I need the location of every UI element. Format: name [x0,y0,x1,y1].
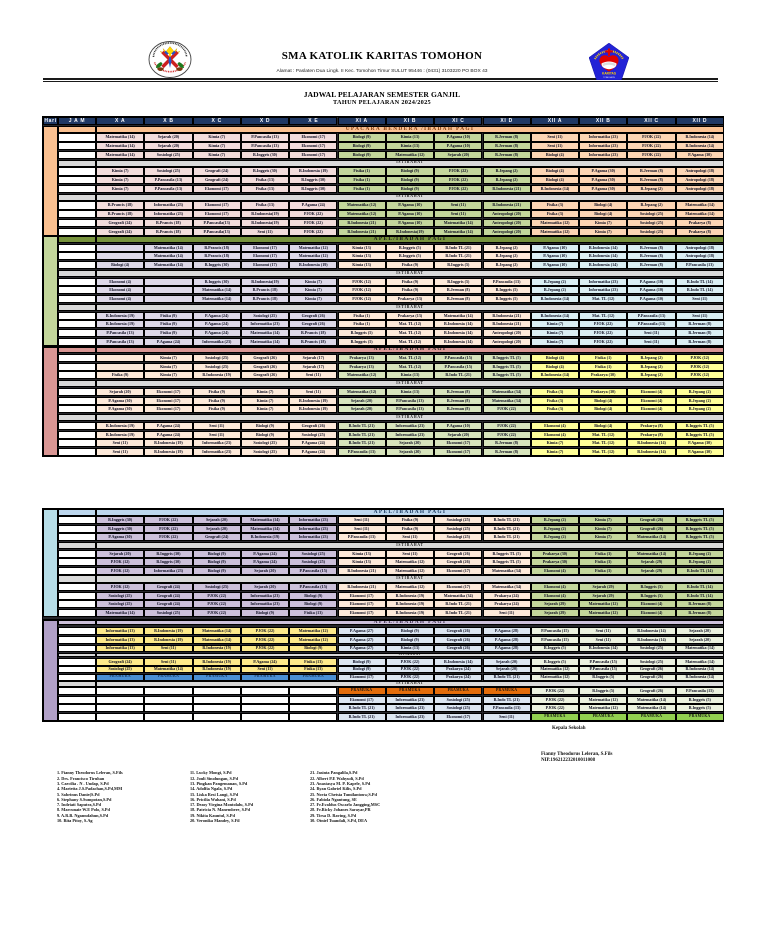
svg-text:KARITAS: KARITAS [602,71,616,75]
svg-text:TOMOHON: TOMOHON [603,77,615,79]
